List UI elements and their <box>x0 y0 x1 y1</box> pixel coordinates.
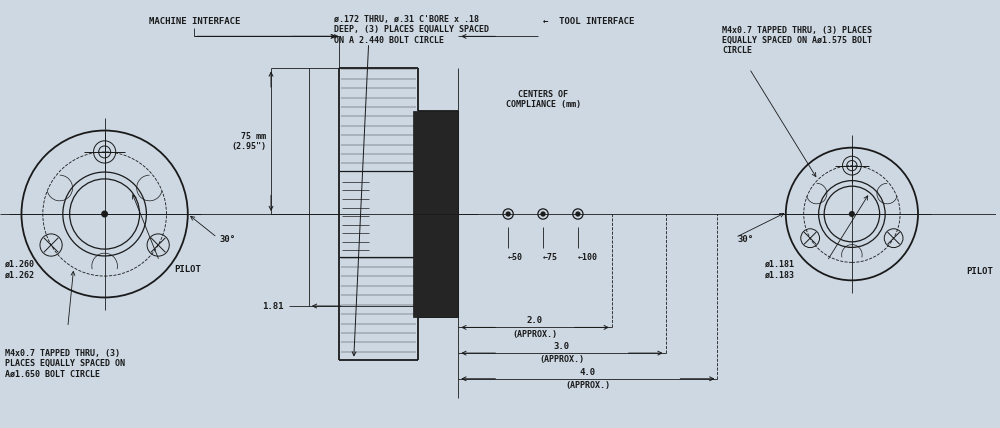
Text: MACHINE INTERFACE: MACHINE INTERFACE <box>149 17 240 26</box>
Text: ø1.181
ø1.183: ø1.181 ø1.183 <box>765 260 795 279</box>
Text: (APPROX.): (APPROX.) <box>565 381 610 390</box>
Text: 30°: 30° <box>219 235 235 244</box>
Text: ø.172 THRU, ø.31 C'BORE x .18
DEEP, (3) PLACES EQUALLY SPACED
ON A 2.440 BOLT CI: ø.172 THRU, ø.31 C'BORE x .18 DEEP, (3) … <box>334 15 489 45</box>
Polygon shape <box>413 214 458 317</box>
Text: ←50: ←50 <box>508 253 523 262</box>
Text: ←75: ←75 <box>543 253 558 262</box>
Polygon shape <box>413 111 458 214</box>
Text: ←100: ←100 <box>578 253 598 262</box>
Text: 4.0: 4.0 <box>580 368 596 377</box>
Text: PILOT: PILOT <box>966 267 993 276</box>
Text: 2.0: 2.0 <box>527 316 543 325</box>
Ellipse shape <box>101 211 108 217</box>
Ellipse shape <box>540 211 546 217</box>
Text: 1.81: 1.81 <box>262 301 284 311</box>
Text: 75 mm
(2.95"): 75 mm (2.95") <box>231 131 266 151</box>
Ellipse shape <box>849 211 855 217</box>
Text: 3.0: 3.0 <box>554 342 570 351</box>
Ellipse shape <box>575 211 580 217</box>
Text: ø1.260
ø1.262: ø1.260 ø1.262 <box>5 260 35 279</box>
Text: 30°: 30° <box>737 235 753 244</box>
Text: (APPROX.): (APPROX.) <box>513 330 558 339</box>
Text: (APPROX.): (APPROX.) <box>539 355 584 364</box>
Text: M4x0.7 TAPPED THRU, (3) PLACES
EQUALLY SPACED ON Aø1.575 BOLT
CIRCLE: M4x0.7 TAPPED THRU, (3) PLACES EQUALLY S… <box>722 26 872 56</box>
Text: CENTERS OF
COMPLIANCE (mm): CENTERS OF COMPLIANCE (mm) <box>506 90 581 109</box>
Text: ←  TOOL INTERFACE: ← TOOL INTERFACE <box>543 17 634 26</box>
Text: M4x0.7 TAPPED THRU, (3)
PLACES EQUALLY SPACED ON
Aø1.650 BOLT CIRCLE: M4x0.7 TAPPED THRU, (3) PLACES EQUALLY S… <box>5 349 125 379</box>
Text: PILOT: PILOT <box>174 265 201 274</box>
Ellipse shape <box>506 211 511 217</box>
